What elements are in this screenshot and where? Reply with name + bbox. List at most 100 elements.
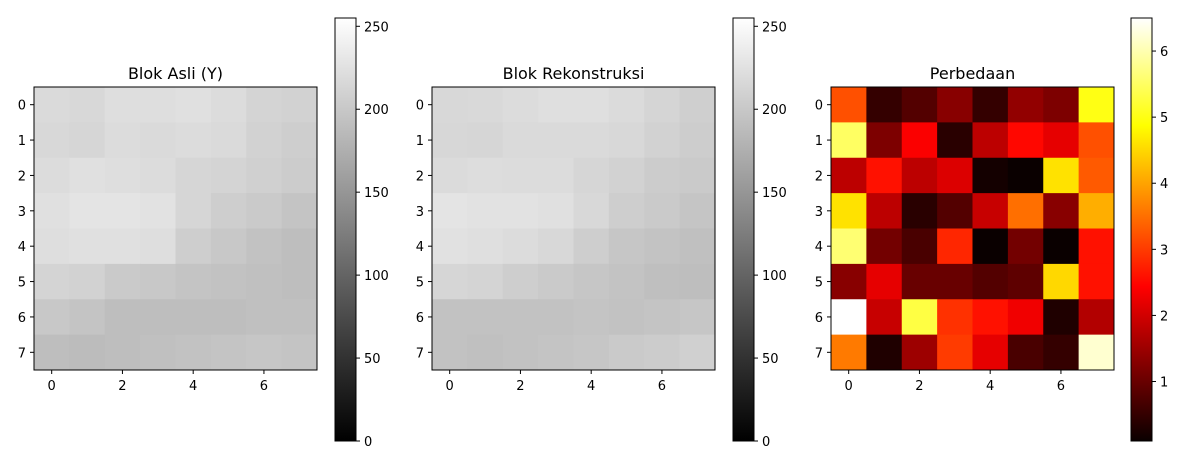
- x-tick-label: 0: [48, 379, 56, 394]
- x-tick-label: 2: [915, 379, 923, 394]
- heatmap-cell: [210, 193, 247, 229]
- heatmap-cell: [140, 193, 176, 229]
- y-tick-label: 4: [416, 240, 424, 255]
- heatmap-cell: [175, 193, 212, 229]
- axes-frame: [33, 86, 318, 371]
- heatmap-cell: [937, 334, 973, 371]
- colorbar-1: 0 50 100 150 200 250: [334, 17, 389, 450]
- colorbar-tick-label: 200: [762, 103, 787, 118]
- heatmap-cell: [140, 263, 176, 300]
- heatmap-cell: [432, 87, 468, 123]
- heatmap-cell: [538, 87, 574, 123]
- y-tick-label: 1: [18, 134, 26, 149]
- heatmap-cell: [573, 122, 610, 159]
- heatmap-cell: [901, 334, 938, 371]
- heatmap-cell: [866, 228, 903, 265]
- x-tick-label: 6: [260, 379, 268, 394]
- colorbar-tick-label: 6: [1160, 45, 1168, 60]
- y-tick-label: 5: [18, 276, 26, 291]
- heatmap-cell: [140, 228, 176, 265]
- heatmap-cell: [831, 228, 867, 265]
- colorbar-tick-label: 50: [364, 352, 381, 367]
- heatmap-cell: [866, 122, 903, 159]
- heatmap-cell: [937, 193, 973, 229]
- heatmap-cell: [679, 299, 716, 336]
- heatmap-cell: [246, 122, 283, 159]
- heatmap-cell: [467, 263, 504, 300]
- heatmap-cell: [644, 193, 681, 229]
- heatmap-cell: [246, 87, 283, 123]
- heatmap-cell: [69, 334, 106, 371]
- heatmap-cell: [281, 122, 318, 159]
- x-tick-label: 0: [845, 379, 853, 394]
- heatmap-cell: [34, 193, 70, 229]
- heatmap-cell: [644, 228, 681, 265]
- heatmap-cell: [175, 228, 212, 265]
- heatmap-cell: [644, 122, 681, 159]
- heatmap-panel-1: Blok Asli (Y) 0 2 4 6 0 1 2 3 4 5 6 7: [18, 64, 318, 394]
- heatmap-cell: [467, 228, 504, 265]
- heatmap-cell: [467, 87, 504, 123]
- heatmap-cell: [175, 299, 212, 336]
- heatmap-cell: [937, 122, 973, 159]
- colorbar-tick-label: 150: [364, 186, 389, 201]
- y-tick-label: 7: [416, 346, 424, 361]
- heatmap-cell: [502, 87, 539, 123]
- y-tick-label: 1: [416, 134, 424, 149]
- heatmap-cell: [502, 122, 539, 159]
- heatmap-cell: [69, 193, 106, 229]
- colorbar-gradient: [335, 18, 356, 441]
- heatmap-cell: [1043, 122, 1080, 159]
- heatmap-cell: [104, 334, 141, 371]
- heatmap-cell: [1007, 193, 1044, 229]
- heatmap-cell: [937, 299, 973, 336]
- heatmap-cell: [467, 157, 504, 194]
- heatmap-cell: [1007, 228, 1044, 265]
- heatmap-cell: [1078, 193, 1115, 229]
- heatmap-cell: [538, 122, 574, 159]
- heatmap-cell: [573, 263, 610, 300]
- heatmap-cell: [34, 122, 70, 159]
- heatmap-cell: [210, 299, 247, 336]
- heatmap-cell: [937, 228, 973, 265]
- chart-title: Perbedaan: [930, 64, 1015, 83]
- y-tick-label: 3: [18, 205, 26, 220]
- heatmap-cell: [104, 157, 141, 194]
- heatmap-cell: [1078, 228, 1115, 265]
- heatmap-cell: [69, 122, 106, 159]
- colorbar-tick-label: 200: [364, 103, 389, 118]
- y-tick-label: 5: [416, 276, 424, 291]
- x-tick-label: 0: [446, 379, 454, 394]
- colorbar-2: 0 50 100 150 200 250: [732, 17, 787, 450]
- heatmap-cell: [140, 157, 176, 194]
- heatmap-cell: [972, 228, 1009, 265]
- x-tick-label: 4: [189, 379, 197, 394]
- heatmap-cell: [502, 263, 539, 300]
- heatmap-cell: [432, 122, 468, 159]
- heatmap-cell: [210, 157, 247, 194]
- heatmap-cell: [573, 299, 610, 336]
- heatmap-cell: [901, 193, 938, 229]
- colorbar-tick-label: 250: [762, 20, 787, 35]
- heatmap-cell: [432, 263, 468, 300]
- heatmap-cell: [972, 122, 1009, 159]
- colorbar-gradient: [733, 18, 754, 441]
- x-tick-label: 6: [658, 379, 666, 394]
- heatmap-cell: [502, 334, 539, 371]
- heatmap-cell: [210, 122, 247, 159]
- y-tick-label: 7: [18, 346, 26, 361]
- heatmap-cell: [1043, 193, 1080, 229]
- heatmap-cell: [937, 157, 973, 194]
- x-tick-label: 2: [118, 379, 126, 394]
- heatmap-cell: [140, 334, 176, 371]
- x-tick-label: 2: [516, 379, 524, 394]
- heatmap-cell: [538, 228, 574, 265]
- heatmap-cell: [246, 157, 283, 194]
- heatmap-cell: [972, 157, 1009, 194]
- heatmap-cell: [1078, 157, 1115, 194]
- heatmap-cell: [210, 87, 247, 123]
- y-tick-label: 6: [815, 311, 823, 326]
- heatmap-cell: [608, 193, 645, 229]
- heatmap-cell: [972, 263, 1009, 300]
- heatmap-cell: [644, 334, 681, 371]
